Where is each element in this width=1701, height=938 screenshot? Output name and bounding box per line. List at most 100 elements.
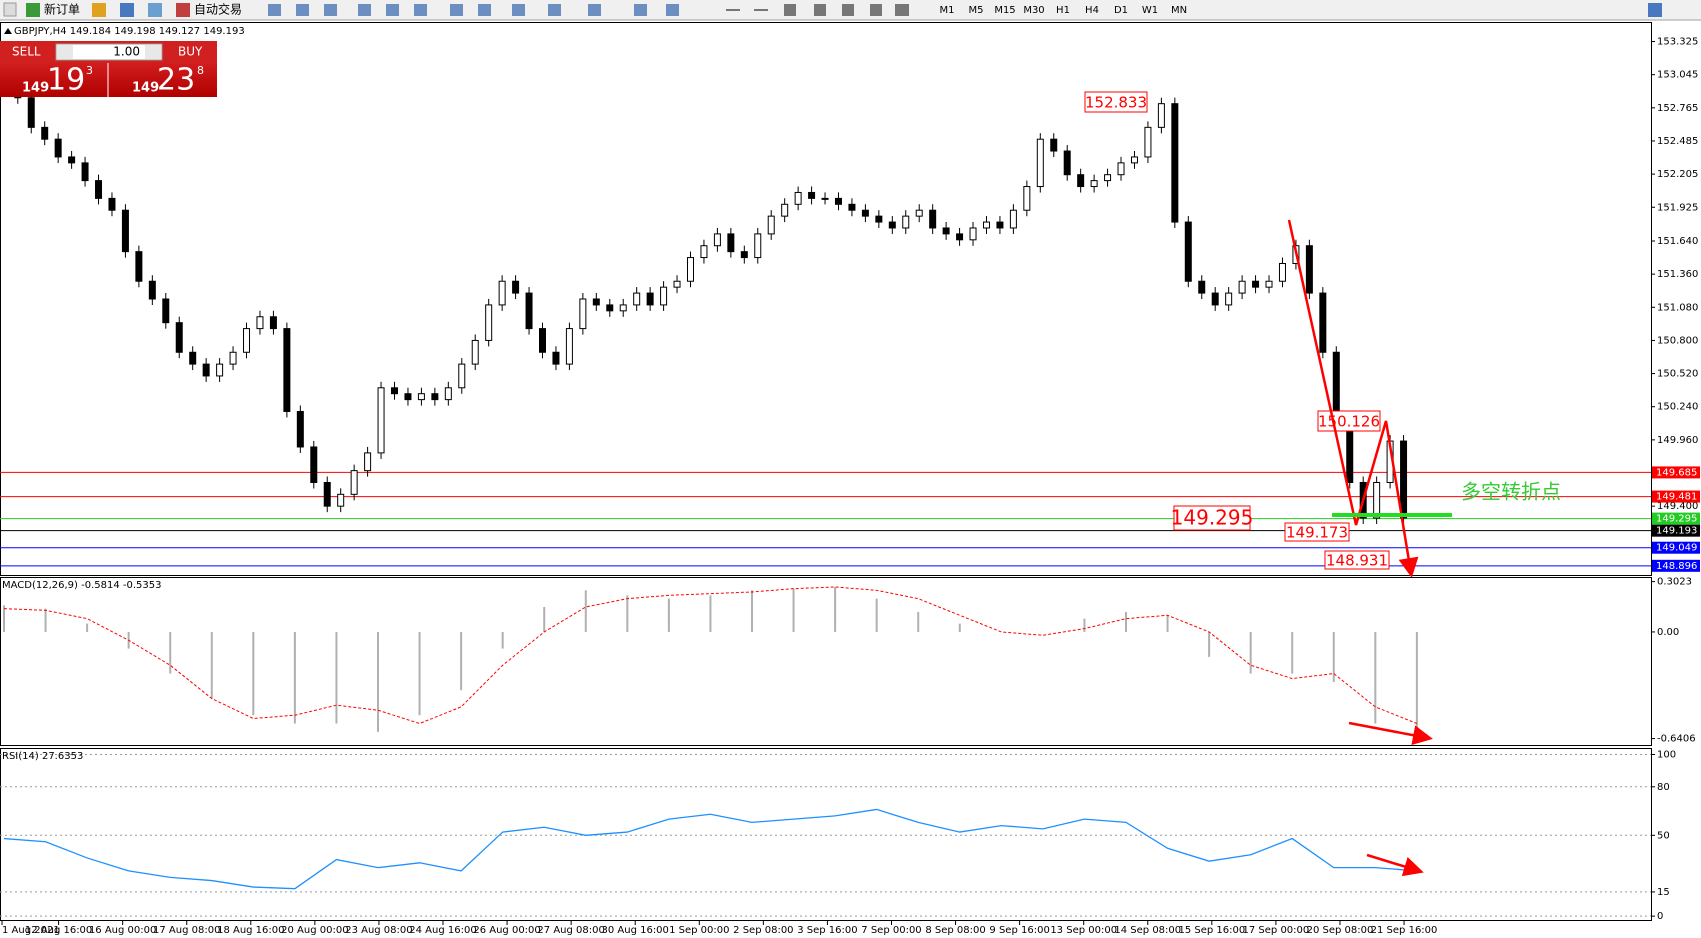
icon[interactable]	[386, 4, 399, 16]
macd-bar	[834, 586, 837, 632]
icon[interactable]	[92, 3, 106, 17]
x-tick-label: 3 Sep 16:00	[797, 925, 857, 936]
candle	[767, 215, 775, 235]
macd-title: MACD(12,26,9) -0.5814 -0.5353	[2, 580, 162, 591]
new-order-icon[interactable]	[26, 3, 40, 17]
price-level-label: 149.481	[1656, 492, 1697, 503]
icon[interactable]	[754, 9, 768, 11]
x-tick-label: 20 Sep 08:00	[1307, 925, 1374, 936]
price-level-tag	[1652, 466, 1700, 479]
icon[interactable]	[148, 3, 162, 17]
timeframe-button[interactable]: H1	[1056, 5, 1070, 16]
timeframe-button[interactable]: M1	[940, 5, 955, 16]
candle	[68, 156, 76, 164]
macd-bar	[1249, 631, 1252, 674]
icon[interactable]	[588, 4, 601, 16]
auto-trading-icon[interactable]	[176, 3, 190, 17]
icon[interactable]	[268, 4, 281, 16]
lots-down[interactable]	[57, 45, 73, 59]
buy-button[interactable]: BUY	[178, 45, 203, 59]
candle	[54, 138, 62, 158]
y-tick-label: 15	[1657, 887, 1670, 898]
y-tick-label: 152.205	[1657, 169, 1698, 180]
icon[interactable]	[726, 9, 740, 11]
y-tick-label: 0.00	[1657, 627, 1679, 638]
candle	[377, 387, 385, 454]
candle	[929, 209, 937, 229]
icon[interactable]	[120, 3, 134, 17]
rsi-arrow	[1366, 853, 1424, 877]
macd-bar	[917, 611, 920, 632]
icon[interactable]	[784, 4, 796, 16]
macd-bar	[1083, 618, 1086, 632]
candle	[1063, 150, 1071, 176]
rsi-title: RSI(14) 27.6353	[2, 751, 83, 762]
lots-value[interactable]: 1.00	[113, 45, 140, 59]
timeframe-button[interactable]: W1	[1142, 5, 1158, 16]
new-order-button[interactable]: 新订单	[44, 2, 80, 17]
one-click-trading: SELL 1.00 BUY 149 19 3 149 23 8	[0, 41, 217, 98]
macd-bar	[709, 595, 712, 632]
price-level-tag	[1652, 559, 1700, 572]
macd-bar	[1291, 631, 1294, 674]
sell-button[interactable]: SELL	[12, 45, 41, 59]
icon[interactable]	[296, 4, 309, 16]
candle	[310, 446, 318, 483]
lots-up[interactable]	[145, 45, 161, 59]
icon[interactable]	[414, 4, 427, 16]
callout-box	[1173, 505, 1251, 531]
candle	[1104, 174, 1112, 182]
icon[interactable]	[842, 4, 854, 16]
bid-big[interactable]: 149	[22, 81, 49, 96]
auto-trading-button[interactable]: 自动交易	[194, 2, 242, 17]
candle	[1252, 280, 1260, 288]
icon[interactable]	[634, 4, 647, 16]
x-tick-label: 20 Aug 00:00	[281, 925, 348, 936]
icon[interactable]	[512, 4, 525, 16]
timeframe-button[interactable]: M30	[1023, 5, 1044, 16]
icon[interactable]	[895, 4, 909, 16]
bid-digits[interactable]: 19	[47, 63, 85, 98]
candle	[633, 292, 641, 306]
timeframe-button[interactable]: M5	[969, 5, 984, 16]
candle	[296, 410, 304, 448]
timeframe-button[interactable]: M15	[994, 5, 1015, 16]
callout-box	[1324, 550, 1390, 570]
macd-bar	[750, 590, 753, 632]
bid-pip[interactable]: 3	[86, 64, 93, 77]
macd-bar	[86, 623, 89, 632]
x-tick-label: 15 Sep 16:00	[1178, 925, 1245, 936]
candle	[283, 328, 291, 412]
drawn-arrows	[1287, 219, 1433, 877]
timeframe-button[interactable]: H4	[1085, 5, 1099, 16]
timeframe-button[interactable]: MN	[1171, 5, 1187, 16]
lots-input[interactable]	[55, 43, 163, 61]
price-level-label: 149.193	[1656, 526, 1697, 537]
macd-bar	[626, 595, 629, 632]
icon[interactable]	[358, 4, 371, 16]
price-level-tag	[1652, 512, 1700, 525]
icon[interactable]	[450, 4, 463, 16]
icon[interactable]	[324, 4, 337, 16]
candle	[27, 97, 35, 128]
icon[interactable]	[3, 2, 17, 17]
candle	[1319, 292, 1327, 353]
candle	[1373, 481, 1381, 519]
icon[interactable]	[666, 4, 679, 16]
rsi-line	[3, 808, 1417, 890]
icon[interactable]	[548, 4, 561, 16]
toolbar: 新订单 自动交易 M1 M	[0, 0, 1701, 21]
icon[interactable]	[870, 4, 882, 16]
ask-digits[interactable]: 23	[157, 63, 195, 98]
icon[interactable]	[814, 4, 826, 16]
ask-pip[interactable]: 8	[197, 64, 204, 77]
ask-big[interactable]: 149	[132, 81, 159, 96]
candle	[1238, 280, 1246, 294]
timeframe-button[interactable]: D1	[1114, 5, 1128, 16]
icon[interactable]	[478, 4, 491, 16]
x-tick-label: 12 Aug 16:00	[25, 925, 92, 936]
icon[interactable]	[1648, 3, 1662, 17]
x-tick-label: 8 Sep 08:00	[925, 925, 985, 936]
y-tick-label: 151.925	[1657, 202, 1698, 213]
price-level-tag	[1652, 490, 1700, 503]
